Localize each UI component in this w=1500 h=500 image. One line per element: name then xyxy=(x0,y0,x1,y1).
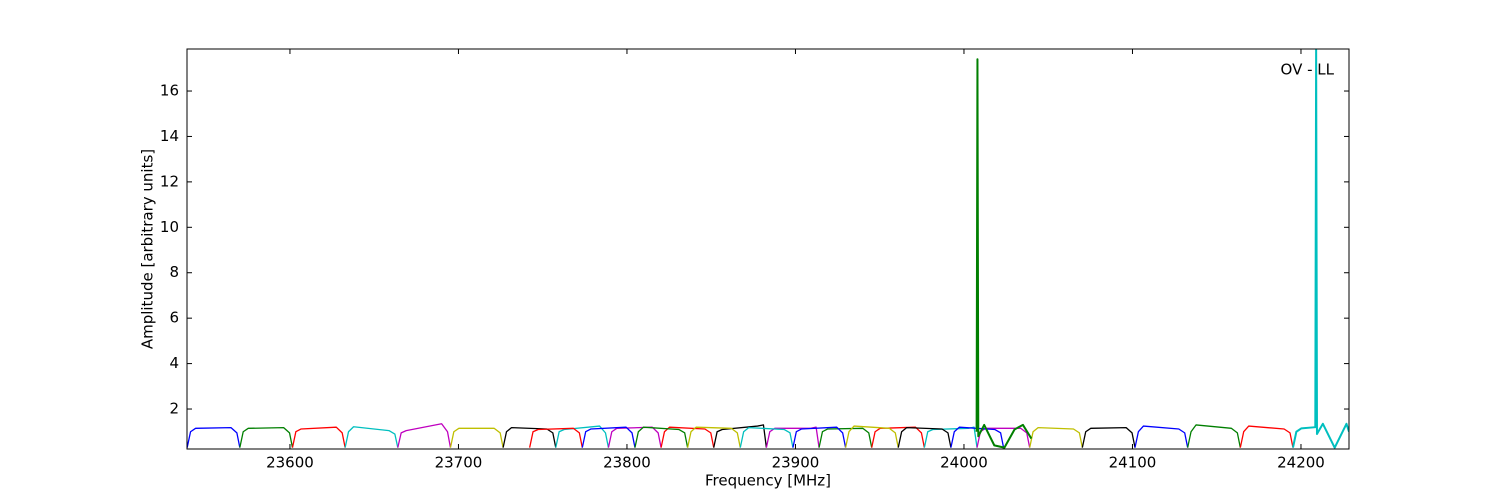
series-line xyxy=(502,427,557,448)
x-tick-label: 23800 xyxy=(603,454,651,472)
y-tick-label: 10 xyxy=(160,218,179,236)
x-tick-label: 24000 xyxy=(940,454,988,472)
series-line xyxy=(529,427,583,448)
series-line xyxy=(739,427,794,448)
y-tick-label: 16 xyxy=(160,82,179,100)
series-line xyxy=(187,427,241,448)
y-axis-label: Amplitude [arbitrary units] xyxy=(139,149,157,349)
y-tick-label: 6 xyxy=(169,309,179,327)
y-tick-label: 14 xyxy=(160,127,179,145)
series-line xyxy=(923,426,978,448)
series-line xyxy=(1134,425,1189,448)
x-tick-label: 23900 xyxy=(772,454,820,472)
series-line xyxy=(239,427,294,448)
series-line xyxy=(581,426,636,448)
x-tick-label: 23700 xyxy=(435,454,483,472)
series-line xyxy=(792,426,847,448)
series-line xyxy=(449,427,504,448)
y-tick-label: 2 xyxy=(169,400,179,418)
series-line xyxy=(634,426,689,448)
series-line xyxy=(844,425,899,448)
series-line xyxy=(1187,424,1241,448)
x-tick-label: 24200 xyxy=(1277,454,1325,472)
series-line xyxy=(397,423,452,448)
x-tick-label: 23600 xyxy=(266,454,314,472)
series-line xyxy=(765,426,820,448)
series-line xyxy=(871,426,926,448)
series-line xyxy=(1029,427,1083,448)
y-tick-label: 8 xyxy=(169,263,179,281)
series-line xyxy=(1291,49,1349,449)
series-line xyxy=(660,426,715,448)
series-line xyxy=(607,426,662,448)
series-line xyxy=(1239,425,1294,448)
y-tick-label: 4 xyxy=(169,354,179,372)
annotation: OV - LL xyxy=(1281,61,1335,79)
plot-frame xyxy=(186,48,1350,450)
plot-area xyxy=(187,49,1349,449)
series-line xyxy=(686,426,741,448)
y-tick-label: 12 xyxy=(160,172,179,190)
series-line xyxy=(291,426,346,448)
series-line xyxy=(897,427,952,448)
series-line xyxy=(555,425,610,448)
series-line xyxy=(818,427,873,448)
x-axis-label: Frequency [MHz] xyxy=(705,472,831,490)
series-line xyxy=(1081,427,1136,448)
series-line xyxy=(975,58,1033,449)
series-line xyxy=(344,426,399,448)
x-tick-label: 24100 xyxy=(1109,454,1157,472)
